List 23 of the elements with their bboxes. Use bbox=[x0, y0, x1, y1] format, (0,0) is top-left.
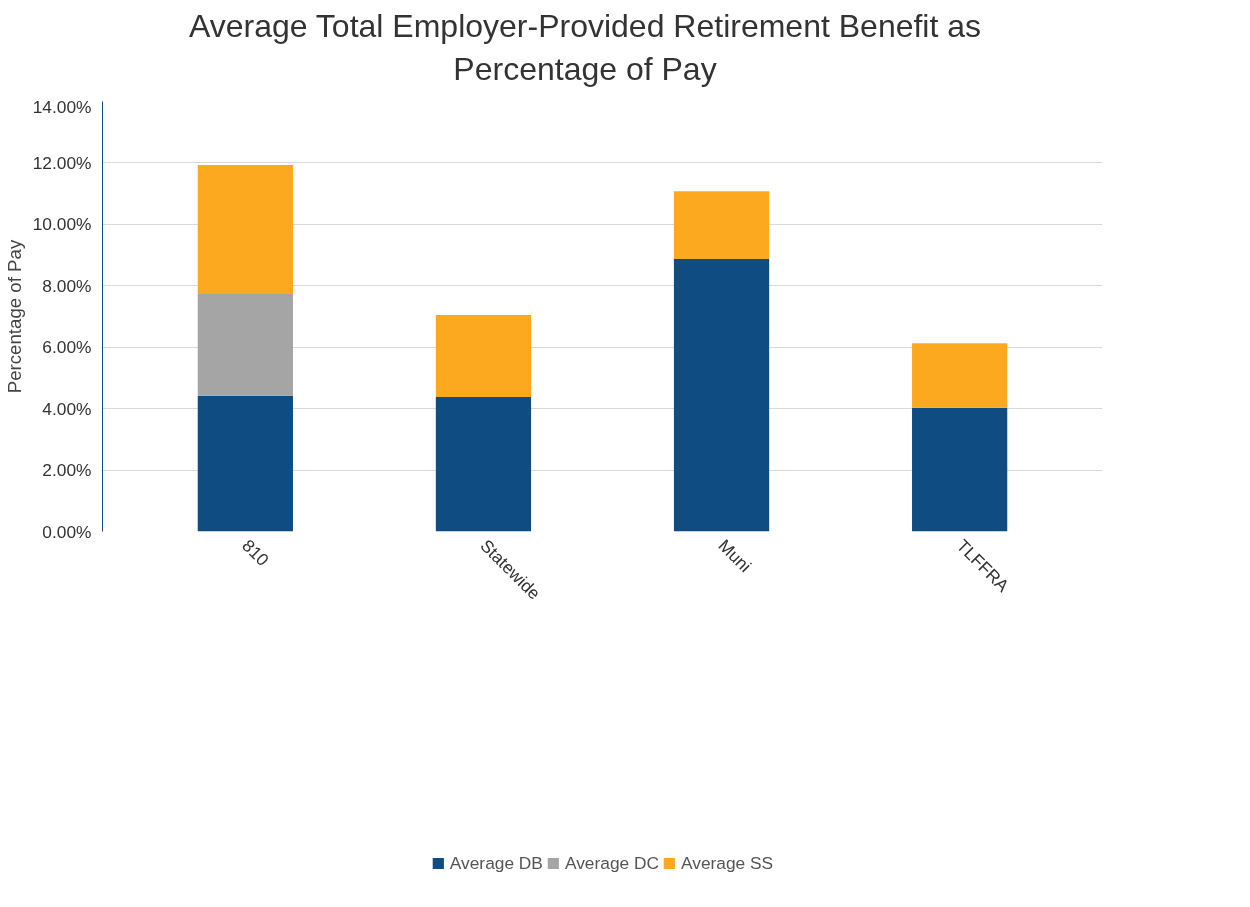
bar bbox=[435, 397, 532, 532]
bar bbox=[197, 294, 293, 397]
y-tick-label: 8.00% bbox=[42, 276, 92, 297]
legend-label: Average SS bbox=[681, 852, 774, 874]
bar bbox=[673, 259, 770, 532]
legend-label: Average DC bbox=[564, 852, 660, 874]
y-tick-label: 6.00% bbox=[42, 337, 92, 358]
y-tick-label: 10.00% bbox=[32, 214, 92, 235]
bar bbox=[673, 191, 770, 260]
y-tick-label: 2.00% bbox=[42, 460, 92, 481]
y-tick-label: 0.00% bbox=[42, 521, 92, 542]
y-axis-title: Percentage of Pay bbox=[3, 239, 25, 394]
bar bbox=[197, 396, 293, 532]
y-tick-label: 4.00% bbox=[42, 399, 92, 420]
y-tick-label: 12.00% bbox=[32, 153, 92, 174]
y-tick-label: 14.00% bbox=[32, 96, 92, 117]
x-tick-label: 810 bbox=[238, 535, 273, 571]
chart-title: Average Total Employer-Provided Retirement Benefit as Percentage of Pay bbox=[187, 7, 983, 90]
bar bbox=[912, 408, 1008, 532]
bar bbox=[197, 165, 293, 295]
bar bbox=[435, 315, 532, 398]
legend-label: Average DB bbox=[449, 852, 543, 874]
bar bbox=[912, 343, 1008, 409]
